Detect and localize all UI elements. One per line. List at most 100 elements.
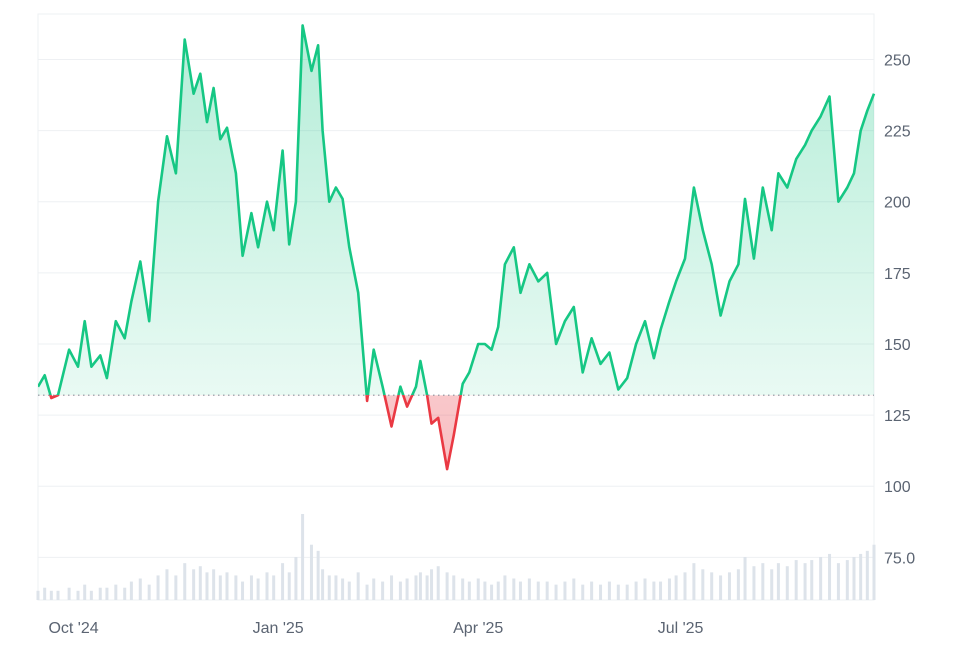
volume-bar — [430, 569, 434, 600]
volume-bar — [616, 584, 620, 600]
volume-bar — [803, 563, 807, 600]
volume-bar — [205, 572, 209, 600]
volume-bar — [836, 563, 840, 600]
volume-bar — [76, 590, 80, 600]
volume-bar — [518, 581, 522, 600]
y-tick-label: 100 — [884, 479, 911, 496]
volume-bar — [165, 569, 169, 600]
volume-bar — [425, 575, 429, 600]
volume-bar — [327, 575, 331, 600]
volume-bar — [281, 563, 285, 600]
volume-bar — [634, 581, 638, 600]
volume-bar — [138, 578, 142, 600]
volume-bar — [692, 563, 696, 600]
volume-bar — [572, 578, 576, 600]
volume-bar — [476, 578, 480, 600]
volume-bar — [123, 587, 127, 600]
volume-bar — [372, 578, 376, 600]
volume-bar — [625, 584, 629, 600]
volume-bar — [683, 572, 687, 600]
volume-bar — [192, 569, 196, 600]
volume-bar — [405, 578, 409, 600]
volume-bar — [852, 557, 856, 600]
volume-bar — [785, 566, 789, 600]
volume-bar — [545, 581, 549, 600]
volume-bar — [536, 581, 540, 600]
volume-bar — [212, 569, 216, 600]
volume-bar — [98, 587, 102, 600]
volume-bar — [398, 581, 402, 600]
volume-bar — [659, 581, 663, 600]
volume-bar — [390, 575, 394, 600]
volume-bar — [225, 572, 229, 600]
volume-bar — [414, 575, 418, 600]
volume-bar — [36, 590, 40, 600]
series-line-above — [38, 24, 876, 396]
volume-bar — [341, 578, 345, 600]
volume-bar — [89, 590, 93, 600]
volume-bar — [770, 569, 774, 600]
y-tick-label: 200 — [884, 195, 911, 212]
x-tick-label: Apr '25 — [453, 620, 503, 637]
volume-bar — [643, 578, 647, 600]
volume-bar — [272, 575, 276, 600]
x-tick-label: Oct '24 — [48, 620, 98, 637]
volume-bar — [218, 575, 222, 600]
volume-bar — [436, 566, 440, 600]
volume-bar — [356, 572, 360, 600]
series-line-below — [49, 395, 463, 471]
volume-bar — [316, 550, 320, 600]
volume-bar — [674, 575, 678, 600]
y-tick-label: 75.0 — [884, 550, 915, 567]
volume-bar — [563, 581, 567, 600]
volume-bar — [309, 544, 313, 600]
volume-bar — [828, 553, 832, 600]
volume-bar — [198, 566, 202, 600]
x-tick-label: Jan '25 — [253, 620, 304, 637]
volume-bar — [581, 584, 585, 600]
volume-bar — [365, 584, 369, 600]
volume-bar — [590, 581, 594, 600]
volume-bar — [607, 581, 611, 600]
volume-bar — [719, 575, 723, 600]
volume-bar — [156, 575, 160, 600]
volume-bar — [241, 581, 245, 600]
volume-bar — [321, 569, 325, 600]
y-tick-label: 125 — [884, 408, 911, 425]
volume-bar — [496, 581, 500, 600]
volume-bar — [667, 578, 671, 600]
volume-bar — [129, 581, 133, 600]
volume-bar — [490, 584, 494, 600]
volume-bar — [147, 584, 151, 600]
volume-bar — [301, 514, 305, 600]
volume-bar — [743, 557, 747, 600]
volume-bar — [599, 584, 603, 600]
volume-bar — [83, 584, 87, 600]
volume-bar — [249, 575, 253, 600]
y-tick-label: 175 — [884, 266, 911, 283]
volume-bar — [859, 553, 863, 600]
volume-bar — [512, 578, 516, 600]
y-tick-label: 225 — [884, 124, 911, 141]
volume-bar — [418, 572, 422, 600]
volume-bar — [256, 578, 260, 600]
volume-bar — [865, 550, 869, 600]
volume-bar — [105, 587, 109, 600]
volume-bar — [43, 587, 47, 600]
volume-bar — [872, 544, 876, 600]
volume-bar — [794, 560, 798, 600]
volume-bar — [56, 590, 60, 600]
volume-bar — [819, 557, 823, 600]
volume-bar — [381, 581, 385, 600]
volume-bar — [736, 569, 740, 600]
volume-bar — [49, 590, 53, 600]
volume-bar — [727, 572, 731, 600]
area-fill-above — [38, 25, 874, 396]
volume-bar — [554, 584, 558, 600]
volume-bar — [701, 569, 705, 600]
volume-bar — [452, 575, 456, 600]
x-tick-label: Jul '25 — [658, 620, 704, 637]
volume-bar — [183, 563, 187, 600]
volume-bar — [776, 563, 780, 600]
